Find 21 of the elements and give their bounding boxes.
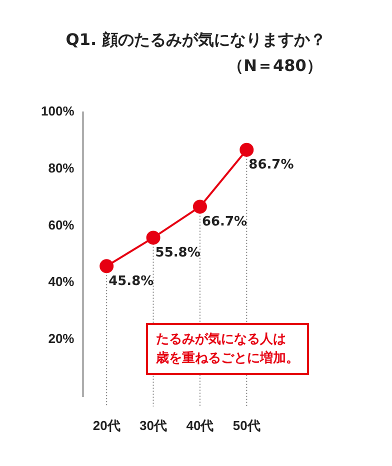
x-tick-label: 40代 bbox=[186, 418, 214, 433]
point bbox=[146, 230, 160, 245]
data-label: 66.7% bbox=[202, 214, 248, 230]
y-tick-label: 100% bbox=[41, 104, 75, 119]
x-tick-label: 20代 bbox=[92, 418, 120, 433]
data-label: 55.8% bbox=[155, 246, 200, 261]
annotation: 歳を重ねるごとに増加。 bbox=[156, 350, 299, 368]
y-tick-label: 60% bbox=[48, 217, 75, 232]
data-label: 45.8% bbox=[108, 274, 154, 290]
y-tick-label: 40% bbox=[48, 274, 75, 290]
annotation: たるみが気になる人は bbox=[156, 331, 287, 349]
y-tick-label: 80% bbox=[48, 160, 75, 176]
point bbox=[100, 259, 114, 274]
x-tick-label: 50代 bbox=[232, 418, 260, 433]
x-tick-label: 30代 bbox=[140, 418, 168, 433]
y-tick-label: 20% bbox=[48, 331, 75, 346]
chart-title: Q1. 顔のたるみが気になりますか？ bbox=[64, 30, 328, 51]
point bbox=[192, 200, 207, 214]
point bbox=[240, 142, 254, 157]
data-label: 86.7% bbox=[248, 158, 294, 173]
chart-subtitle: （N＝480） bbox=[226, 56, 324, 77]
